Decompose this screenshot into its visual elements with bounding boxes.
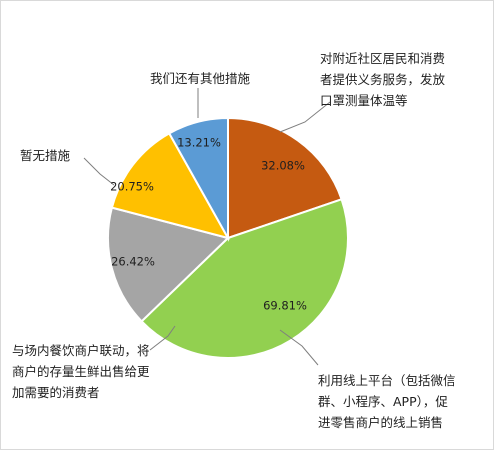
- label-line: 加需要的消费者: [12, 385, 100, 400]
- data-label-restaurant-linkage: 26.42%: [111, 255, 155, 269]
- leader-line-online-platform: [279, 329, 319, 366]
- label-line: 口罩测量体温等: [320, 93, 408, 108]
- pie-slice-restaurant-linkage: [107, 206, 230, 323]
- data-label-community-service: 32.08%: [261, 159, 305, 173]
- label-line: 进零售商户的线上销售: [318, 415, 444, 430]
- category-label-other-measures: 我们还有其他措施: [150, 68, 250, 89]
- label-line: 者提供义务服务，发放: [320, 72, 446, 87]
- label-line: 暂无措施: [20, 148, 71, 163]
- category-label-no-measures: 暂无措施: [20, 145, 70, 166]
- label-line: 与场内餐饮商户联动，将: [12, 343, 150, 358]
- leader-line-restaurant-linkage: [149, 325, 176, 351]
- leader-line-no-measures: [83, 157, 115, 186]
- pie-slice-other-measures: [167, 116, 229, 242]
- pie-slice-online-platform: [140, 198, 349, 359]
- label-line: 商户的存量生鲜出售给更: [12, 364, 150, 379]
- data-label-online-platform: 69.81%: [263, 299, 307, 313]
- data-label-no-measures: 20.75%: [110, 180, 154, 194]
- label-line: 利用线上平台（包括微信: [318, 373, 456, 388]
- label-line: 群、小程序、APP），促: [318, 394, 448, 409]
- category-label-online-platform: 利用线上平台（包括微信 群、小程序、APP），促 进零售商户的线上销售: [318, 370, 456, 433]
- label-line: 对附近社区居民和消费: [320, 51, 446, 66]
- data-label-other-measures: 13.21%: [177, 136, 221, 150]
- leader-line-community-service: [279, 101, 331, 133]
- label-line: 我们还有其他措施: [150, 71, 251, 86]
- pie-slice-no-measures: [110, 131, 231, 240]
- category-label-restaurant-linkage: 与场内餐饮商户联动，将 商户的存量生鲜出售给更 加需要的消费者: [12, 340, 150, 403]
- category-label-community-service: 对附近社区居民和消费 者提供义务服务，发放 口罩测量体温等: [320, 48, 445, 111]
